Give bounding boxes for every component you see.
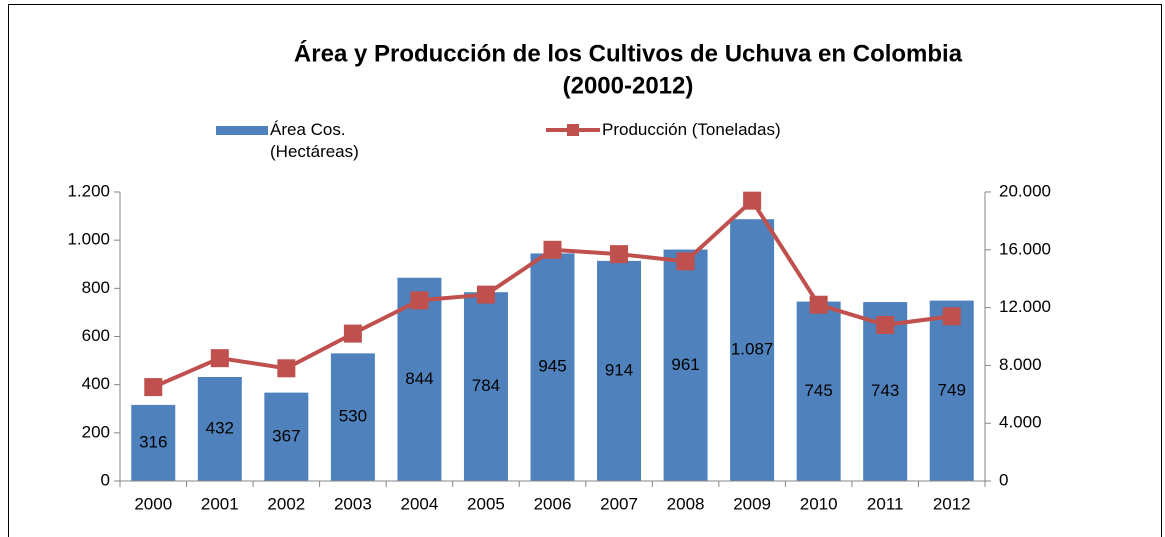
line-marker — [743, 191, 762, 210]
data-label: 784 — [472, 376, 500, 395]
y2-tick-label: 8.000 — [999, 355, 1042, 374]
y2-tick-label: 4.000 — [999, 413, 1042, 432]
legend-swatch — [567, 124, 579, 136]
data-label: 530 — [339, 407, 367, 426]
chart-subtitle: (2000-2012) — [563, 72, 694, 99]
data-label: 914 — [605, 360, 633, 379]
bar — [929, 300, 974, 481]
line-marker — [809, 295, 828, 314]
bar — [330, 353, 375, 481]
data-label: 945 — [538, 357, 566, 376]
bar — [796, 301, 841, 481]
y-tick-label: 0 — [101, 470, 110, 489]
bar — [397, 277, 442, 481]
y2-tick-label: 12.000 — [999, 297, 1051, 316]
x-tick-label: 2011 — [867, 494, 904, 513]
line-marker — [676, 252, 695, 271]
line-marker — [210, 349, 229, 368]
x-tick-label: 2008 — [667, 494, 705, 513]
legend-label: Área Cos. (Hectáreas) — [270, 120, 359, 161]
line-marker — [144, 378, 163, 397]
bar — [197, 376, 242, 481]
bar — [530, 253, 575, 481]
y-tick-label: 1.000 — [67, 230, 110, 249]
line-marker — [610, 245, 629, 264]
legend-swatch — [216, 126, 268, 135]
data-label: 432 — [206, 418, 234, 437]
bar — [597, 260, 642, 481]
line-marker — [410, 291, 429, 310]
x-tick-label: 2012 — [933, 494, 971, 513]
x-tick-label: 2003 — [334, 494, 372, 513]
bar — [663, 249, 708, 481]
chart-title: Área y Producción de los Cultivos de Uch… — [294, 39, 963, 67]
line-marker — [476, 285, 495, 304]
data-label: 367 — [272, 426, 300, 445]
data-label: 316 — [139, 432, 167, 451]
chart-frame — [8, 4, 1162, 537]
y-tick-label: 800 — [82, 278, 110, 297]
x-tick-label: 2006 — [534, 494, 572, 513]
line-marker — [343, 324, 362, 343]
bar — [463, 292, 508, 481]
x-tick-label: 2005 — [467, 494, 505, 513]
x-tick-label: 2000 — [134, 494, 172, 513]
line-marker — [543, 240, 562, 259]
y-tick-label: 600 — [82, 326, 110, 345]
data-label: 1.087 — [731, 340, 774, 359]
data-label: 745 — [804, 381, 832, 400]
line-marker — [942, 307, 961, 326]
x-tick-label: 2010 — [800, 494, 838, 513]
y-tick-label: 400 — [82, 374, 110, 393]
bar — [264, 392, 309, 481]
y2-tick-label: 16.000 — [999, 239, 1051, 258]
bar — [131, 404, 176, 481]
line-marker — [277, 359, 296, 378]
y2-tick-label: 0 — [999, 470, 1008, 489]
y-tick-label: 200 — [82, 422, 110, 441]
legend-label: Producción (Toneladas) — [602, 120, 781, 139]
x-tick-label: 2007 — [600, 494, 638, 513]
bar — [730, 219, 775, 481]
y2-tick-label: 20.000 — [999, 181, 1051, 200]
x-tick-label: 2009 — [733, 494, 771, 513]
data-label: 749 — [938, 380, 966, 399]
x-tick-label: 2001 — [201, 494, 239, 513]
x-tick-label: 2004 — [401, 494, 439, 513]
x-tick-label: 2002 — [267, 494, 305, 513]
data-label: 844 — [405, 369, 433, 388]
data-label: 961 — [671, 355, 699, 374]
data-label: 743 — [871, 381, 899, 400]
line-marker — [876, 315, 895, 334]
y-tick-label: 1.200 — [67, 181, 110, 200]
